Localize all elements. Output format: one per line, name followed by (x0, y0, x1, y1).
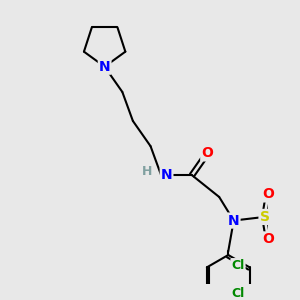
Text: Cl: Cl (231, 259, 244, 272)
Text: N: N (228, 214, 239, 228)
Text: N: N (161, 168, 172, 182)
Text: Cl: Cl (231, 287, 244, 300)
Text: O: O (201, 146, 213, 161)
Text: H: H (142, 165, 152, 178)
Text: O: O (262, 188, 274, 201)
Text: S: S (260, 210, 269, 224)
Text: N: N (99, 60, 110, 74)
Text: O: O (262, 232, 274, 246)
